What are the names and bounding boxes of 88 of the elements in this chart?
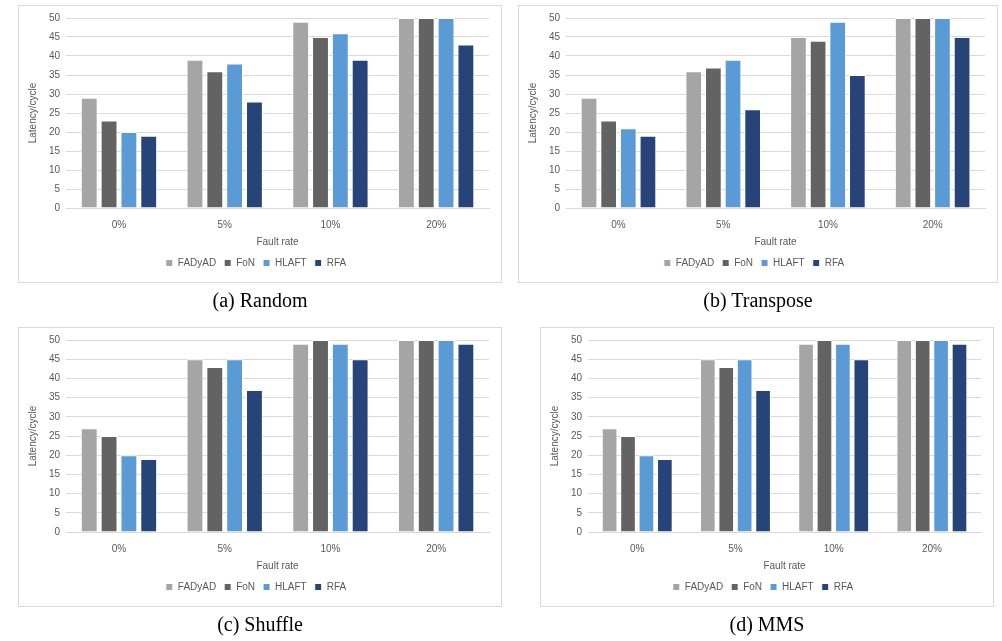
- x-tick-label: 20%: [921, 542, 943, 554]
- legend-label: HLAFT: [275, 580, 307, 592]
- x-tick-label: 10%: [320, 542, 341, 554]
- y-tick-label: 15: [571, 468, 583, 480]
- y-tick-label: 35: [49, 68, 61, 80]
- y-axis-title: Latency/cycle: [26, 405, 38, 467]
- x-tick-label: 20%: [426, 218, 447, 230]
- y-tick-label: 45: [549, 30, 561, 42]
- y-tick-label: 40: [49, 49, 61, 61]
- y-tick-label: 15: [49, 144, 61, 156]
- y-tick-label: 40: [549, 49, 561, 61]
- y-tick-label: 40: [49, 372, 61, 384]
- y-tick-label: 20: [49, 125, 61, 137]
- legend-label: RFA: [833, 580, 854, 592]
- y-tick-label: 35: [49, 391, 61, 403]
- text: (a) Random: [211, 289, 309, 312]
- legend-label: FoN: [236, 256, 256, 268]
- legend-label: FADyAD: [177, 256, 217, 268]
- y-tick-label: 25: [49, 106, 61, 118]
- x-tick-label: 10%: [320, 218, 341, 230]
- y-tick-label: 10: [571, 487, 583, 499]
- y-tick-label: 50: [571, 333, 583, 345]
- legend-label: HLAFT: [782, 580, 814, 592]
- x-tick-label: 0%: [630, 542, 645, 554]
- legend-label: HLAFT: [275, 256, 307, 268]
- y-axis-title: Latency/cycle: [26, 82, 38, 144]
- legend-label: FADyAD: [675, 256, 715, 268]
- y-tick-label: 10: [49, 163, 61, 175]
- x-tick-label: 5%: [728, 542, 743, 554]
- y-axis-title: Latency/cycle: [526, 82, 538, 144]
- text: (d) MMS: [728, 613, 806, 636]
- y-tick-label: 15: [549, 144, 561, 156]
- legend-label: FADyAD: [177, 580, 217, 592]
- y-tick-label: 45: [49, 30, 61, 42]
- y-tick-label: 35: [549, 68, 561, 80]
- y-tick-label: 10: [549, 163, 561, 175]
- x-axis-title: Fault rate: [256, 559, 300, 571]
- x-tick-label: 5%: [715, 218, 731, 230]
- legend-label: RFA: [824, 256, 845, 268]
- y-tick-label: 5: [54, 506, 61, 518]
- y-tick-label: 20: [49, 448, 61, 460]
- y-axis-title: Latency/cycle: [548, 405, 560, 467]
- y-tick-label: 40: [571, 372, 583, 384]
- y-tick-label: 25: [549, 106, 561, 118]
- y-tick-label: 30: [49, 410, 61, 422]
- y-tick-label: 30: [549, 87, 561, 99]
- y-tick-label: 50: [549, 11, 561, 23]
- y-tick-label: 45: [571, 352, 583, 364]
- text: (c) Shuffle: [216, 613, 304, 636]
- y-tick-label: 30: [49, 87, 61, 99]
- legend-label: FADyAD: [684, 580, 724, 592]
- legend-label: FoN: [743, 580, 763, 592]
- x-tick-label: 10%: [823, 542, 844, 554]
- legend-label: RFA: [326, 580, 347, 592]
- legend-label: FoN: [236, 580, 256, 592]
- x-tick-label: 20%: [922, 218, 943, 230]
- x-axis-title: Fault rate: [763, 559, 807, 571]
- x-tick-label: 0%: [611, 218, 626, 230]
- text: (b) Transpose: [702, 289, 814, 312]
- x-tick-label: 5%: [217, 542, 233, 554]
- x-tick-label: 5%: [217, 218, 233, 230]
- y-tick-label: 0: [54, 525, 61, 537]
- y-tick-label: 50: [49, 333, 61, 345]
- y-tick-label: 0: [554, 201, 561, 213]
- legend-label: HLAFT: [773, 256, 805, 268]
- x-axis-title: Fault rate: [754, 235, 798, 247]
- legend-label: FoN: [734, 256, 754, 268]
- y-tick-label: 50: [49, 11, 61, 23]
- x-tick-label: 0%: [111, 218, 127, 230]
- y-tick-label: 20: [549, 125, 561, 137]
- y-tick-label: 35: [571, 391, 583, 403]
- y-tick-label: 10: [49, 487, 61, 499]
- y-tick-label: 20: [571, 448, 583, 460]
- y-tick-label: 0: [54, 201, 61, 213]
- y-tick-label: 15: [49, 468, 61, 480]
- x-tick-label: 20%: [426, 542, 447, 554]
- y-tick-label: 45: [49, 352, 61, 364]
- y-tick-label: 5: [554, 182, 561, 194]
- y-tick-label: 5: [576, 506, 583, 518]
- x-axis-title: Fault rate: [256, 235, 300, 247]
- y-tick-label: 25: [571, 429, 583, 441]
- y-tick-label: 0: [576, 525, 583, 537]
- legend-label: RFA: [326, 256, 347, 268]
- x-tick-label: 10%: [817, 218, 839, 230]
- y-tick-label: 25: [49, 429, 61, 441]
- x-tick-label: 0%: [111, 542, 127, 554]
- y-tick-label: 5: [54, 182, 61, 194]
- y-tick-label: 30: [571, 410, 583, 422]
